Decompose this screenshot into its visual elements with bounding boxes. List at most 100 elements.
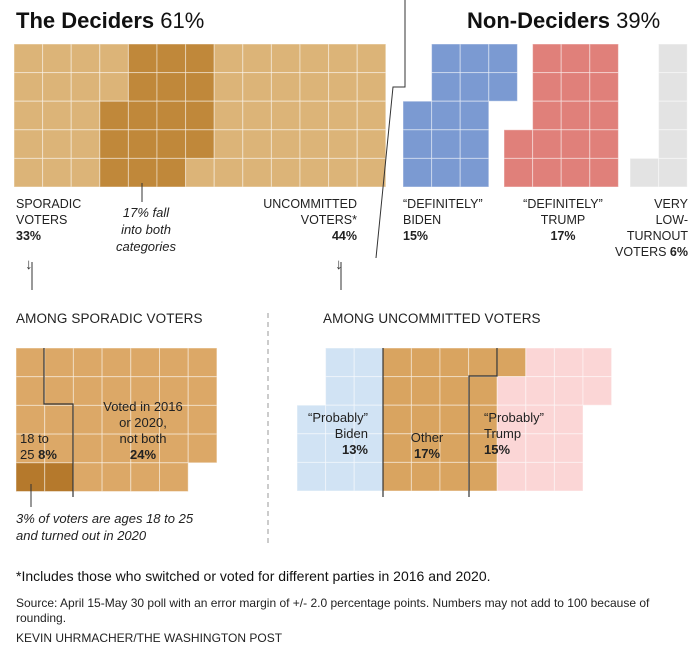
decider-cell [13,72,44,102]
nondeciders-label: Non-Deciders [467,8,611,33]
deciders-header: The Deciders 61% [16,8,204,34]
definitely-biden-cell [459,43,490,74]
decider-cell [299,129,330,159]
voted-once-label: Voted in 2016 or 2020, not both 24% [103,399,183,462]
sporadic-cell [72,462,103,492]
uncommitted-arrow-icon: ↓ [335,256,343,273]
decider-cell [328,72,358,102]
definitely-trump-cell [560,43,591,74]
definitely-biden-cell [402,157,433,188]
low-turnout-cell [658,157,688,188]
decider-cell [42,129,72,159]
overlap-cell [156,100,187,131]
probably-trump-cell [553,433,584,463]
sporadic-cell [44,376,74,406]
decider-cell [242,129,272,159]
definitely-biden-cell [488,43,518,74]
young-boundary-line [43,348,74,497]
sporadic-cell [159,347,189,378]
overlap-cell [127,129,158,159]
decider-cell [356,129,387,159]
definitely-trump-cell [560,129,591,159]
overlap-cell [156,72,187,102]
probably-trump-cell [496,404,527,435]
definitely-trump-cell [589,100,619,131]
other-cell [439,347,470,378]
decider-cell [213,129,244,159]
other-cell [410,461,441,492]
decider-cell [242,100,272,131]
decider-cell [70,129,101,159]
decider-cell [213,157,244,188]
probably-biden-cell [353,347,384,378]
other-cell [468,461,498,492]
overlap-cell [156,157,187,188]
low-turnout-cell [658,100,688,131]
other-cell [439,376,470,406]
sporadic-cell [159,433,189,464]
overlap-cell [156,129,187,159]
decider-cell [13,43,44,74]
probably-trump-cell [553,347,584,378]
definitely-trump-cell [560,100,591,131]
overlap-cell [99,157,129,188]
probably-trump-cell [582,347,613,378]
other-cell [382,461,412,492]
trump-boundary-line [468,348,498,497]
probably-trump-cell [525,404,555,435]
definitely-trump-cell [589,157,619,188]
decider-cell [270,157,301,188]
definitely-trump-cell [589,129,619,159]
young-voter-cell [15,404,46,435]
decider-cell [185,157,215,188]
young-voters-label: 18 to 25 8% [20,431,57,462]
overlap-cell [185,43,215,74]
decider-cell [99,43,129,74]
decider-cell [70,43,101,74]
low-turnout-cell [658,43,688,74]
probably-trump-cell [525,461,555,492]
probably-trump-cell [553,461,584,492]
definitely-biden-cell [402,129,433,159]
young-turnout-note: 3% of voters are ages 18 to 25 and turne… [16,511,194,543]
definitely-trump-cell [532,100,562,131]
probably-biden-cell [325,376,355,406]
overlap-cell [127,100,158,131]
decider-cell [42,100,72,131]
uncommitted-section-title: AMONG UNCOMMITTED VOTERS [323,311,541,326]
other-cell [410,347,441,378]
definitely-biden-cell [431,100,461,131]
decider-cell [356,157,387,188]
overlap-cell [185,100,215,131]
deciders-pct: 61% [160,8,205,33]
sporadic-voters-label: SPORADIC VOTERS 33% [16,197,82,243]
other-cell [382,433,412,463]
decider-cell [70,72,101,102]
overlap-cell [127,72,158,102]
overlap-cell [156,43,187,74]
decider-cell [299,43,330,74]
sporadic-cell [130,462,161,492]
sporadic-cell [72,376,103,406]
definitely-trump-cell [560,157,591,188]
nondeciders-header: Non-Deciders 39% [467,8,660,34]
top-waffle [13,43,688,188]
decider-cell [270,72,301,102]
definitely-biden-cell [459,100,490,131]
decider-cell [356,72,387,102]
definitely-trump-cell [589,72,619,102]
decider-cell [299,100,330,131]
decider-cell [42,43,72,74]
definitely-trump-cell [532,43,562,74]
credit: KEVIN UHRMACHER/THE WASHINGTON POST [16,631,283,645]
other-label: Other 17% [410,430,444,461]
probably-trump-cell [553,376,584,406]
overlap-cell [99,100,129,131]
decider-cell [270,100,301,131]
other-cell [439,461,470,492]
other-cell [468,404,498,435]
decider-cell [328,129,358,159]
decider-cell [213,100,244,131]
nondeciders-pct: 39% [616,8,661,33]
low-turnout-cell [658,72,688,102]
